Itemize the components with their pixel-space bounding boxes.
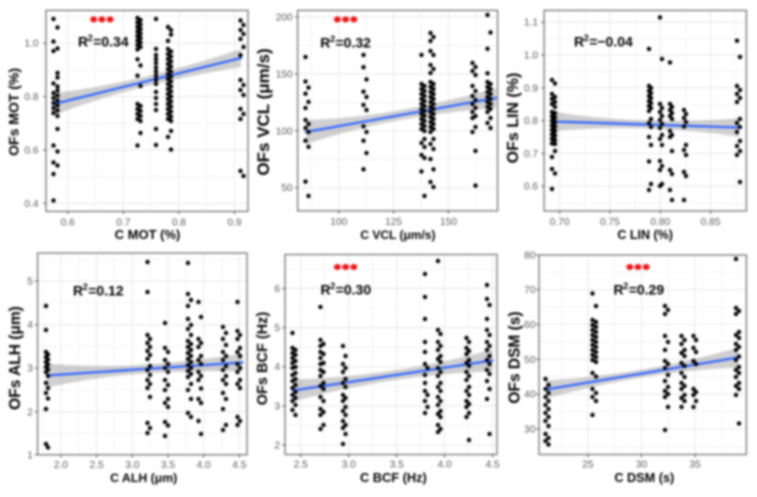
svg-text:0.75: 0.75 bbox=[600, 217, 620, 228]
svg-text:25: 25 bbox=[582, 460, 594, 471]
svg-text:C DSM (s): C DSM (s) bbox=[614, 471, 674, 485]
svg-text:0.9: 0.9 bbox=[227, 217, 241, 228]
svg-text:R2=0.34: R2=0.34 bbox=[78, 33, 129, 50]
svg-text:3.5: 3.5 bbox=[161, 460, 175, 471]
svg-text:0.8: 0.8 bbox=[24, 92, 38, 103]
svg-text:4.0: 4.0 bbox=[438, 460, 452, 471]
svg-text:6: 6 bbox=[274, 284, 280, 295]
svg-text:C BCF (Hz): C BCF (Hz) bbox=[360, 470, 427, 485]
svg-text:C LIN (%): C LIN (%) bbox=[617, 228, 673, 242]
svg-text:125: 125 bbox=[385, 217, 402, 228]
svg-text:0.80: 0.80 bbox=[650, 217, 670, 228]
svg-text:2: 2 bbox=[27, 407, 33, 418]
svg-text:C MOT (%): C MOT (%) bbox=[115, 227, 181, 242]
svg-text:0.9: 0.9 bbox=[524, 83, 538, 94]
svg-text:0.7: 0.7 bbox=[524, 149, 538, 160]
svg-text:3: 3 bbox=[27, 364, 33, 375]
svg-text:50: 50 bbox=[524, 355, 536, 366]
svg-text:0.6: 0.6 bbox=[61, 217, 75, 228]
svg-text:1.0: 1.0 bbox=[524, 51, 538, 62]
svg-text:OFs ALH (μm): OFs ALH (μm) bbox=[7, 306, 24, 410]
svg-text:R2=0.29: R2=0.29 bbox=[614, 281, 665, 298]
svg-text:OFs LIN (%): OFs LIN (%) bbox=[505, 73, 522, 164]
svg-text:R2=−0.04: R2=−0.04 bbox=[574, 33, 633, 50]
svg-text:40: 40 bbox=[524, 390, 536, 401]
svg-text:2: 2 bbox=[274, 441, 280, 452]
svg-text:70: 70 bbox=[524, 285, 536, 296]
svg-text:R2=0.30: R2=0.30 bbox=[321, 281, 372, 298]
svg-text:3: 3 bbox=[274, 401, 280, 412]
svg-text:60: 60 bbox=[524, 320, 536, 331]
svg-text:0.70: 0.70 bbox=[550, 217, 570, 228]
svg-text:OFs VCL (μm/s): OFs VCL (μm/s) bbox=[254, 48, 273, 175]
svg-text:35: 35 bbox=[689, 460, 701, 471]
svg-text:3.0: 3.0 bbox=[125, 460, 139, 471]
svg-text:2.5: 2.5 bbox=[294, 460, 308, 471]
svg-text:5: 5 bbox=[274, 323, 280, 334]
svg-text:3.0: 3.0 bbox=[342, 460, 356, 471]
svg-text:C VCL (μm/s): C VCL (μm/s) bbox=[360, 228, 435, 242]
svg-text:0.8: 0.8 bbox=[172, 217, 186, 228]
svg-text:30: 30 bbox=[636, 460, 648, 471]
svg-text:0.4: 0.4 bbox=[24, 199, 38, 210]
svg-text:R2=0.32: R2=0.32 bbox=[320, 34, 371, 51]
svg-text:C ALH (μm): C ALH (μm) bbox=[110, 471, 177, 485]
svg-text:4: 4 bbox=[274, 362, 280, 373]
svg-text:3.5: 3.5 bbox=[390, 460, 404, 471]
svg-text:200: 200 bbox=[276, 13, 293, 24]
svg-text:4.0: 4.0 bbox=[197, 460, 211, 471]
svg-text:150: 150 bbox=[276, 69, 293, 80]
svg-text:0.6: 0.6 bbox=[24, 146, 38, 157]
svg-text:0.8: 0.8 bbox=[524, 116, 538, 127]
svg-text:1.1: 1.1 bbox=[524, 18, 538, 29]
svg-text:OFs MOT (%): OFs MOT (%) bbox=[5, 68, 21, 156]
svg-text:30: 30 bbox=[524, 425, 536, 436]
svg-text:150: 150 bbox=[440, 217, 457, 228]
svg-text:1: 1 bbox=[27, 450, 33, 461]
svg-text:OFs BCF (Hz): OFs BCF (Hz) bbox=[255, 312, 271, 406]
svg-text:0.85: 0.85 bbox=[701, 217, 721, 228]
svg-text:50: 50 bbox=[281, 183, 293, 194]
svg-text:4: 4 bbox=[27, 320, 33, 331]
svg-text:0.6: 0.6 bbox=[524, 182, 538, 193]
svg-text:4.5: 4.5 bbox=[232, 460, 246, 471]
svg-text:4.5: 4.5 bbox=[486, 460, 500, 471]
svg-text:5: 5 bbox=[27, 277, 33, 288]
svg-text:2.5: 2.5 bbox=[90, 460, 104, 471]
svg-text:80: 80 bbox=[524, 251, 536, 262]
svg-text:0.7: 0.7 bbox=[116, 217, 130, 228]
svg-text:100: 100 bbox=[276, 126, 293, 137]
svg-text:1.0: 1.0 bbox=[24, 39, 38, 50]
svg-text:OFs DSM (s): OFs DSM (s) bbox=[507, 311, 524, 403]
svg-text:100: 100 bbox=[330, 217, 347, 228]
svg-text:R2=0.12: R2=0.12 bbox=[73, 282, 124, 299]
svg-text:2.0: 2.0 bbox=[54, 460, 68, 471]
